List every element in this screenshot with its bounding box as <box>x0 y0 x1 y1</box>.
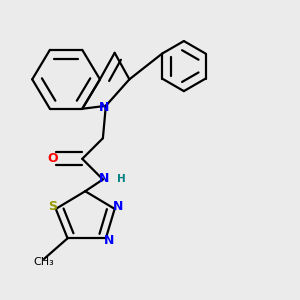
Text: CH₃: CH₃ <box>34 257 54 268</box>
Text: N: N <box>99 172 110 185</box>
Text: N: N <box>104 234 115 247</box>
Text: S: S <box>48 200 57 213</box>
Text: N: N <box>99 101 110 114</box>
Text: O: O <box>47 152 58 165</box>
Text: H: H <box>117 174 126 184</box>
Text: N: N <box>113 200 123 213</box>
